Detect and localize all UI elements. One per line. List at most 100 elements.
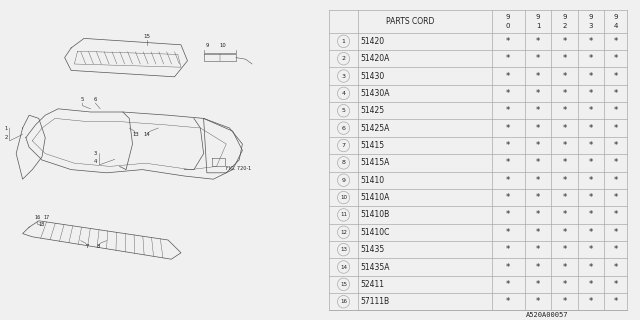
Text: *: *: [563, 245, 567, 254]
Text: 57111B: 57111B: [361, 297, 390, 306]
Text: 2: 2: [563, 23, 567, 28]
Text: *: *: [506, 297, 510, 306]
Text: *: *: [536, 89, 540, 98]
Text: *: *: [613, 193, 618, 202]
Text: *: *: [613, 297, 618, 306]
Text: 4: 4: [93, 159, 97, 164]
Text: 51430A: 51430A: [361, 89, 390, 98]
Text: 9: 9: [563, 14, 567, 20]
Text: *: *: [536, 297, 540, 306]
Text: 1: 1: [4, 126, 8, 131]
Text: *: *: [536, 262, 540, 271]
Text: *: *: [613, 72, 618, 81]
Text: 3: 3: [93, 151, 97, 156]
Text: 51410B: 51410B: [361, 211, 390, 220]
Text: *: *: [563, 228, 567, 237]
Text: 8: 8: [342, 160, 346, 165]
Text: *: *: [613, 228, 618, 237]
Text: *: *: [506, 193, 510, 202]
Text: 10: 10: [340, 195, 347, 200]
Text: *: *: [589, 54, 593, 63]
Text: 16: 16: [34, 215, 40, 220]
Text: *: *: [506, 72, 510, 81]
Text: *: *: [589, 124, 593, 132]
Text: *: *: [536, 37, 540, 46]
Text: 7: 7: [342, 143, 346, 148]
Text: *: *: [613, 124, 618, 132]
Text: *: *: [613, 245, 618, 254]
Text: *: *: [589, 106, 593, 115]
Text: 3: 3: [589, 23, 593, 28]
Text: *: *: [563, 280, 567, 289]
Text: *: *: [563, 158, 567, 167]
Text: *: *: [506, 141, 510, 150]
Text: *: *: [589, 193, 593, 202]
Text: *: *: [589, 37, 593, 46]
Text: 2: 2: [342, 56, 346, 61]
Text: 12: 12: [340, 230, 347, 235]
Text: *: *: [589, 262, 593, 271]
Text: 5: 5: [81, 97, 84, 102]
Text: *: *: [563, 124, 567, 132]
Text: *: *: [589, 228, 593, 237]
Text: *: *: [506, 89, 510, 98]
Text: *: *: [506, 37, 510, 46]
Text: 9: 9: [613, 14, 618, 20]
Text: *: *: [536, 141, 540, 150]
Text: *: *: [506, 280, 510, 289]
Text: *: *: [506, 211, 510, 220]
Text: *: *: [589, 72, 593, 81]
Text: *: *: [589, 297, 593, 306]
Text: *: *: [506, 106, 510, 115]
Text: PARTS CORD: PARTS CORD: [387, 17, 435, 26]
Text: 10: 10: [220, 43, 227, 48]
Text: 14: 14: [144, 132, 150, 137]
Text: 3: 3: [342, 74, 346, 78]
Text: *: *: [613, 106, 618, 115]
Text: 15: 15: [340, 282, 347, 287]
Text: *: *: [589, 280, 593, 289]
Text: 9: 9: [342, 178, 346, 183]
Text: *: *: [536, 228, 540, 237]
Text: 4: 4: [613, 23, 618, 28]
Text: 51435: 51435: [361, 245, 385, 254]
Text: *: *: [563, 297, 567, 306]
Text: *: *: [506, 54, 510, 63]
Text: *: *: [506, 262, 510, 271]
Text: FIG. 720-1: FIG. 720-1: [227, 166, 252, 171]
Text: *: *: [589, 245, 593, 254]
Text: *: *: [589, 141, 593, 150]
Text: 13: 13: [132, 132, 139, 137]
Text: *: *: [589, 176, 593, 185]
Text: *: *: [613, 158, 618, 167]
Text: 14: 14: [340, 265, 347, 269]
Text: *: *: [536, 176, 540, 185]
Text: *: *: [563, 54, 567, 63]
Text: 51425: 51425: [361, 106, 385, 115]
Text: *: *: [563, 106, 567, 115]
Text: 51410: 51410: [361, 176, 385, 185]
Text: 51420A: 51420A: [361, 54, 390, 63]
Text: *: *: [613, 211, 618, 220]
Text: *: *: [506, 245, 510, 254]
Text: 51435A: 51435A: [361, 262, 390, 271]
Text: *: *: [506, 228, 510, 237]
Text: *: *: [563, 37, 567, 46]
Text: 2: 2: [4, 135, 8, 140]
Text: *: *: [613, 176, 618, 185]
Text: 52411: 52411: [361, 280, 385, 289]
Text: *: *: [536, 280, 540, 289]
Text: 7: 7: [86, 244, 89, 249]
Text: 4: 4: [342, 91, 346, 96]
Text: 9: 9: [536, 14, 540, 20]
Text: 5: 5: [342, 108, 346, 113]
Text: 0: 0: [506, 23, 511, 28]
Text: *: *: [613, 280, 618, 289]
Text: 9: 9: [506, 14, 511, 20]
Text: 11: 11: [340, 212, 347, 217]
Text: *: *: [563, 193, 567, 202]
Text: 51410C: 51410C: [361, 228, 390, 237]
Text: *: *: [563, 141, 567, 150]
Text: *: *: [563, 89, 567, 98]
Text: *: *: [563, 211, 567, 220]
